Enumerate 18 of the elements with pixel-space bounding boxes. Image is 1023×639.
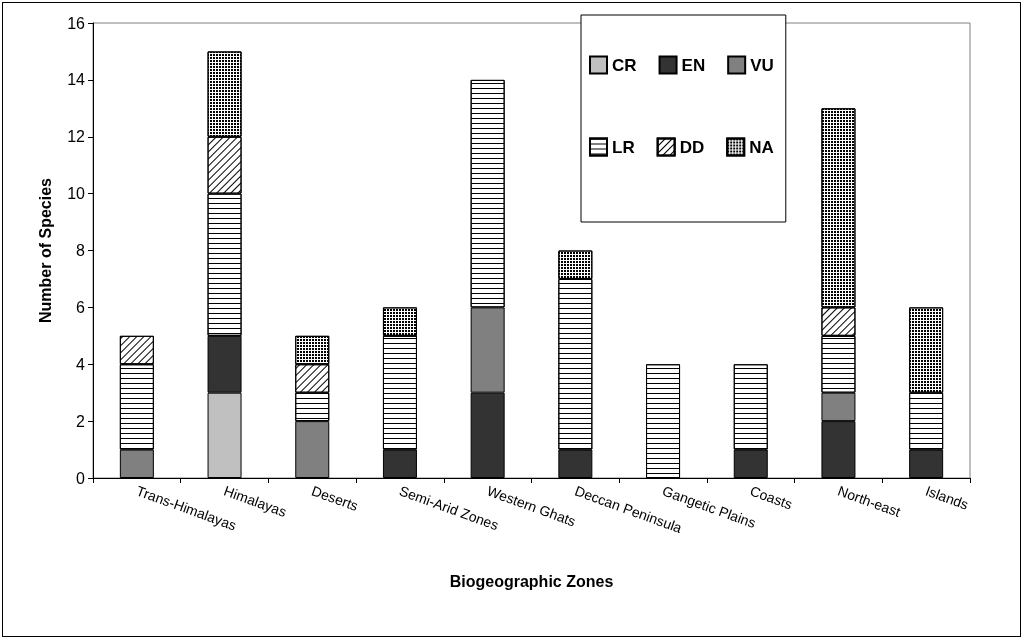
legend-label: DD <box>679 137 705 157</box>
y-tick-label: 10 <box>67 185 86 203</box>
y-axis-title: Number of Species <box>36 177 54 323</box>
y-tick-label: 6 <box>76 298 86 316</box>
y-tick-label: 4 <box>76 355 86 373</box>
legend-label: LR <box>612 137 635 157</box>
legend-label: NA <box>749 137 774 157</box>
y-tick-label: 8 <box>76 242 86 259</box>
x-axis-title: Biogeographic Zones <box>449 572 614 590</box>
y-tick-label: 14 <box>67 71 86 89</box>
y-tick-label: 16 <box>67 14 86 32</box>
y-tick-label: 2 <box>76 412 86 430</box>
legend-label: VU <box>750 55 774 75</box>
legend-label: EN <box>681 55 706 75</box>
y-tick-label: 0 <box>76 469 86 487</box>
x-tick-label: Islands <box>923 482 971 513</box>
y-tick-label: 12 <box>67 128 86 146</box>
legend-label: CR <box>612 55 637 75</box>
